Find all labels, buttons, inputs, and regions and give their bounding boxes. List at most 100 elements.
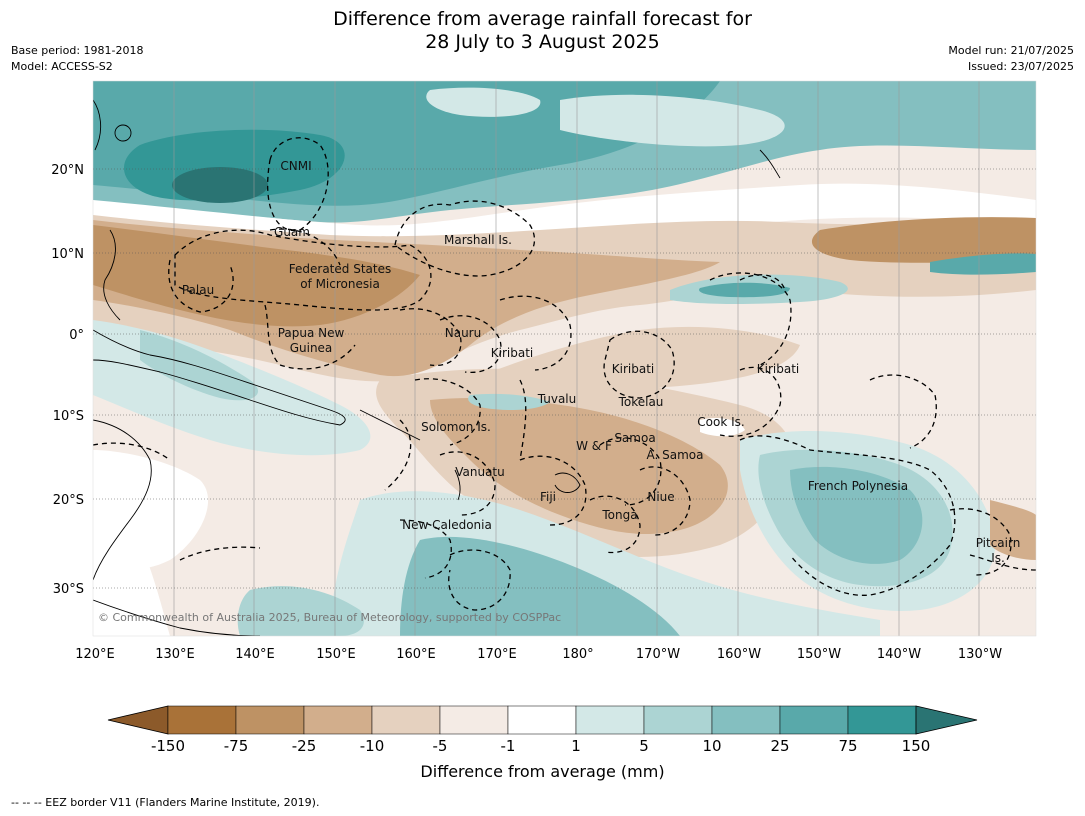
latitude-labels: 20°N 10°N 0° 10°S 20°S 30°S <box>51 163 84 597</box>
lon-label: 160°W <box>717 647 761 662</box>
label-marshall-is: Marshall Is. <box>444 233 512 247</box>
colorbar: -150 -75 -25 -10 -5 -1 1 5 10 25 75 150 <box>107 705 978 755</box>
wet-area-french-polynesia-core <box>790 466 923 564</box>
colorbar-segment <box>439 705 509 735</box>
colorbar-segment <box>371 705 441 735</box>
lat-label: 0° <box>69 328 84 343</box>
lon-label: 140°W <box>877 647 921 662</box>
wet-patch-tuvalu <box>468 393 550 410</box>
label-pitcairn-line1: Pitcairn <box>976 536 1021 550</box>
colorbar-tick-label: 150 <box>902 737 931 755</box>
lon-label: 160°E <box>396 647 436 662</box>
colorbar-tick-label: 5 <box>639 737 649 755</box>
colorbar-segment <box>167 705 237 735</box>
model-label: Model: ACCESS-S2 <box>11 60 113 73</box>
label-fsm-line2: of Micronesia <box>300 277 380 291</box>
label-fiji: Fiji <box>540 490 556 504</box>
coastlines <box>93 99 781 636</box>
label-tonga: Tonga <box>601 508 637 522</box>
label-tokelau: Tokelau <box>618 395 664 409</box>
grid-lines <box>173 81 980 636</box>
label-png-line2: Guinea <box>290 341 333 355</box>
colorbar-tick-label: -5 <box>433 737 448 755</box>
colorbar-tick-label: -150 <box>151 737 185 755</box>
colorbar-segment <box>235 705 305 735</box>
lat-label: 20°N <box>51 163 84 178</box>
label-samoa: Samoa <box>614 431 655 445</box>
colorbar-title: Difference from average (mm) <box>420 762 665 781</box>
label-new-caledonia: New Caledonia <box>402 518 492 532</box>
dry-area-pitcairn <box>990 500 1036 560</box>
dry-core-micronesia <box>93 225 420 327</box>
model-run-label: Model run: 21/07/2025 <box>948 44 1074 57</box>
lat-label: 30°S <box>53 582 84 597</box>
lon-label: 180° <box>562 647 593 662</box>
label-niue: Niue <box>647 490 674 504</box>
label-palau: Palau <box>182 283 214 297</box>
colorbar-segment <box>303 705 373 735</box>
title-line-1: Difference from average rainfall forecas… <box>333 8 752 30</box>
meta-right: Model run: 21/07/2025 Issued: 23/07/2025 <box>948 43 1074 75</box>
colorbar-extend-high <box>915 705 978 735</box>
label-american-samoa: A. Samoa <box>647 448 704 462</box>
wet-streak-equatorial-core <box>699 282 790 298</box>
label-solomon-is: Solomon Is. <box>421 420 491 434</box>
colorbar-segment <box>507 705 577 735</box>
colorbar-tick-label: -75 <box>224 737 249 755</box>
lat-label: 10°S <box>53 409 84 424</box>
wet-patch-north-central <box>426 87 541 117</box>
eez-borders <box>93 137 1036 611</box>
eez-footnote: -- -- -- EEZ border V11 (Flanders Marine… <box>11 796 320 809</box>
label-pitcairn-line2: Is. <box>991 551 1005 565</box>
label-guam: Guam <box>274 225 310 239</box>
label-wallis-futuna: W & F <box>576 439 612 453</box>
meta-left: Base period: 1981-2018 Model: ACCESS-S2 <box>11 43 143 75</box>
label-png-line1: Papua New <box>278 326 345 340</box>
label-kiribati-central: Kiribati <box>612 362 654 376</box>
chart-title: Difference from average rainfall forecas… <box>0 8 1085 54</box>
dry-band-south-core <box>430 398 728 535</box>
neutral-strip-north <box>93 183 1036 241</box>
lon-label: 170°W <box>636 647 680 662</box>
colorbar-segment <box>779 705 849 735</box>
label-nauru: Nauru <box>445 326 481 340</box>
base-period-label: Base period: 1981-2018 <box>11 44 144 57</box>
neutral-patch-cook <box>700 418 745 437</box>
label-cook-is: Cook Is. <box>697 415 744 429</box>
wet-area-png-core <box>140 330 259 401</box>
lat-label: 10°N <box>51 247 84 262</box>
lon-label: 140°E <box>235 647 275 662</box>
lon-label: 120°E <box>75 647 115 662</box>
colorbar-segment <box>643 705 713 735</box>
lon-label: 150°E <box>316 647 356 662</box>
colorbar-tick-label: -1 <box>501 737 516 755</box>
colorbar-segment <box>575 705 645 735</box>
latitude-lines <box>93 168 1036 589</box>
wet-area-new-caledonia <box>400 536 680 636</box>
label-french-polynesia: French Polynesia <box>808 479 908 493</box>
dry-band-kiribati <box>470 326 800 393</box>
wet-streak-far-east <box>930 253 1036 275</box>
lon-label: 130°W <box>958 647 1002 662</box>
longitude-labels: 120°E 130°E 140°E 150°E 160°E 170°E 180°… <box>75 647 1002 662</box>
lon-label: 130°E <box>155 647 195 662</box>
lat-label: 20°S <box>53 493 84 508</box>
label-cnmi: CNMI <box>280 159 311 173</box>
lon-label: 150°W <box>797 647 841 662</box>
colorbar-tick-label: -25 <box>292 737 317 755</box>
dry-core-east <box>811 217 1036 263</box>
map-area <box>93 81 1036 636</box>
wet-area-tasman <box>237 586 364 636</box>
wet-patch-north-east <box>560 94 785 147</box>
colorbar-tick-label: 75 <box>838 737 857 755</box>
issued-label: Issued: 23/07/2025 <box>967 60 1074 73</box>
colorbar-extend-low <box>107 705 169 735</box>
label-tuvalu: Tuvalu <box>537 392 577 406</box>
colorbar-segment <box>711 705 781 735</box>
label-kiribati-west: Kiribati <box>491 346 533 360</box>
label-kiribati-east: Kiribati <box>757 362 799 376</box>
title-line-2: 28 July to 3 August 2025 <box>425 31 660 53</box>
label-fsm-line1: Federated States <box>289 262 391 276</box>
colorbar-tick-label: 25 <box>770 737 789 755</box>
colorbar-tick-label: 10 <box>702 737 721 755</box>
